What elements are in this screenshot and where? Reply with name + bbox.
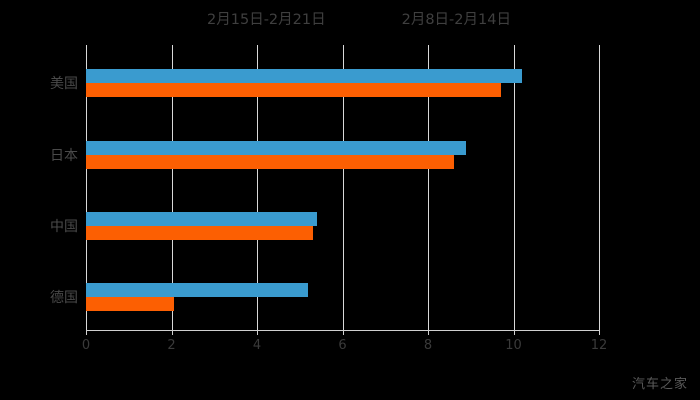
y-axis-tick-label-1: 日本 [50, 147, 78, 164]
bar-美国-series-1[interactable] [86, 69, 523, 84]
plot-area [86, 45, 600, 330]
y-axis-tick-label-2: 中国 [50, 218, 78, 235]
x-tick-label-4: 8 [423, 338, 433, 353]
x-tick-mark-6 [599, 330, 600, 335]
bar-中国-series-1[interactable] [86, 211, 317, 226]
legend-item-series-2[interactable]: 2月8日-2月14日 [384, 8, 511, 29]
bar-日本-series-2[interactable] [86, 154, 454, 169]
gridline-4 [428, 45, 429, 330]
bar-德国-series-1[interactable] [86, 283, 309, 298]
x-tick-mark-2 [257, 330, 258, 335]
x-tick-mark-3 [342, 330, 344, 335]
bar-中国-series-2[interactable] [86, 225, 313, 240]
x-tick-mark-1 [171, 330, 173, 335]
bar-美国-series-2[interactable] [86, 83, 501, 98]
gridline-1 [171, 45, 173, 330]
x-tick-mark-5 [513, 330, 515, 335]
x-tick-label-1: 2 [167, 338, 176, 353]
bar-日本-series-1[interactable] [86, 140, 467, 155]
x-tick-mark-4 [428, 330, 429, 335]
chart-legend: 2月15日-2月21日 2月8日-2月14日 [0, 8, 700, 29]
gridline-2 [257, 45, 258, 330]
y-axis-labels: 美国 日本 中国 德国 [0, 45, 78, 330]
gridline-3 [342, 45, 344, 330]
x-tick-label-3: 6 [338, 338, 347, 353]
legend-circle-marker-icon [189, 13, 200, 24]
x-tick-label-6: 12 [590, 338, 608, 353]
x-tick-label-5: 10 [505, 338, 522, 353]
bar-德国-series-2[interactable] [86, 297, 174, 312]
gridline-0 [86, 45, 87, 330]
watermark-label: 汽车之家 [631, 377, 688, 392]
legend-item-series-1[interactable]: 2月15日-2月21日 [189, 8, 326, 29]
legend-square-marker-icon [384, 13, 395, 24]
y-axis-tick-label-0: 美国 [50, 76, 78, 93]
y-axis-tick-label-3: 德国 [50, 290, 78, 307]
x-tick-mark-0 [86, 330, 87, 335]
gridline-6 [599, 45, 600, 330]
legend-label-series-1: 2月15日-2月21日 [207, 12, 326, 28]
x-tick-label-2: 4 [252, 338, 262, 353]
legend-label-series-2: 2月8日-2月14日 [401, 12, 511, 28]
gridline-5 [513, 45, 515, 330]
x-tick-label-0: 0 [81, 338, 91, 353]
